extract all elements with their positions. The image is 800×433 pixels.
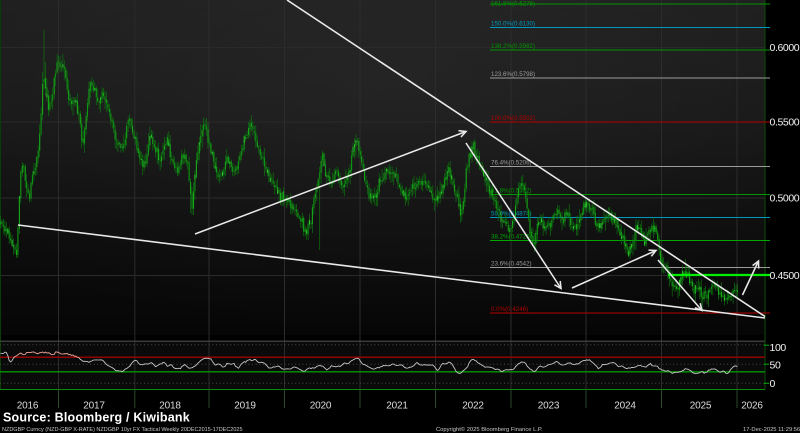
svg-text:50: 50	[770, 359, 781, 371]
svg-text:2017: 2017	[83, 401, 105, 412]
svg-text:2020: 2020	[310, 401, 332, 412]
svg-text:2024: 2024	[614, 401, 636, 412]
svg-text:2019: 2019	[234, 401, 256, 412]
svg-text:50.0%(0.4874): 50.0%(0.4874)	[491, 211, 532, 218]
svg-text:2022: 2022	[462, 401, 484, 412]
svg-text:123.6%(0.5798): 123.6%(0.5798)	[491, 71, 535, 78]
svg-text:2016: 2016	[17, 401, 39, 412]
svg-text:NZDGBP Curncy (NZD-GBP X-RATE): NZDGBP Curncy (NZD-GBP X-RATE) NZDGBP 10…	[2, 427, 243, 433]
svg-text:2018: 2018	[159, 401, 181, 412]
svg-text:0.6000: 0.6000	[770, 42, 800, 54]
svg-text:Source: Bloomberg / Kiwibank: Source: Bloomberg / Kiwibank	[3, 411, 190, 425]
svg-text:38.2%(0.4726): 38.2%(0.4726)	[491, 234, 532, 241]
svg-text:2026: 2026	[741, 401, 763, 412]
svg-text:2023: 2023	[538, 401, 560, 412]
svg-text:138.2%(0.5982): 138.2%(0.5982)	[491, 43, 535, 50]
svg-text:23.6%(0.4542): 23.6%(0.4542)	[491, 261, 532, 268]
svg-text:76.4%(0.5206): 76.4%(0.5206)	[491, 160, 532, 167]
svg-text:2021: 2021	[386, 401, 408, 412]
svg-text:0.0%(0.4246): 0.0%(0.4246)	[491, 306, 528, 313]
svg-text:161.8%(0.6278): 161.8%(0.6278)	[491, 0, 535, 7]
svg-text:17-Dec-2025 11:29:56: 17-Dec-2025 11:29:56	[743, 427, 800, 433]
svg-text:100.0%(0.5502): 100.0%(0.5502)	[491, 115, 535, 122]
svg-text:150.0%(0.6130): 150.0%(0.6130)	[491, 21, 535, 28]
svg-text:2025: 2025	[690, 401, 712, 412]
svg-text:0: 0	[770, 378, 776, 390]
svg-text:0.4500: 0.4500	[770, 270, 800, 282]
svg-text:0.5000: 0.5000	[770, 193, 800, 205]
svg-text:0.5500: 0.5500	[770, 117, 800, 129]
svg-text:100: 100	[770, 342, 787, 354]
svg-text:61.8%(0.5022): 61.8%(0.5022)	[491, 188, 532, 195]
svg-text:Copyright© 2025 Bloomberg Fina: Copyright© 2025 Bloomberg Finance L.P.	[436, 426, 543, 433]
